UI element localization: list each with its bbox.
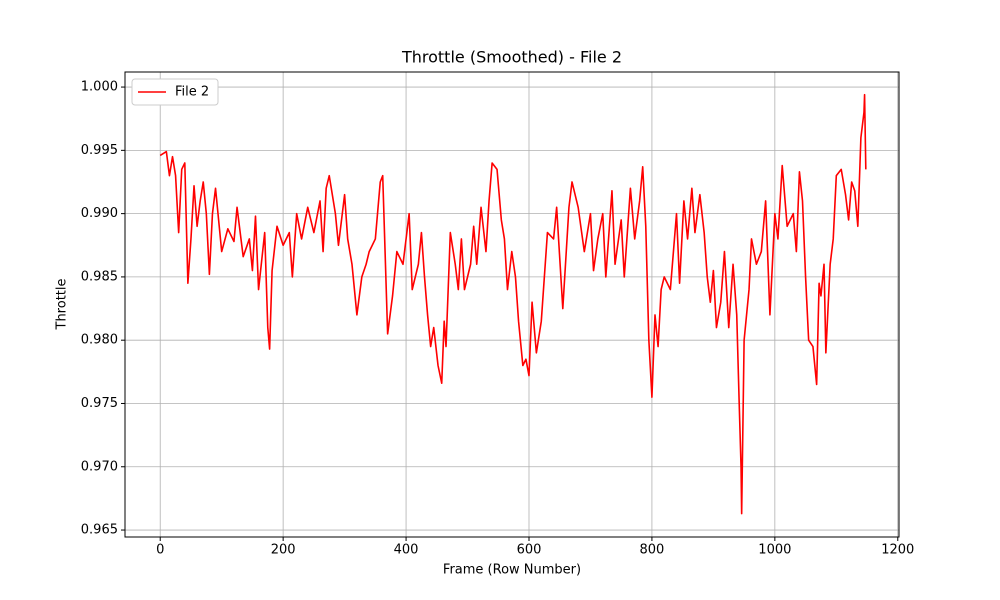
x-tick-label: 0: [156, 543, 164, 558]
x-tick-label: 1200: [881, 543, 914, 558]
x-axis-label: Frame (Row Number): [443, 563, 581, 578]
legend-box: [131, 78, 219, 106]
x-tick-label: 400: [394, 543, 419, 558]
y-tick-label: 0.975: [81, 396, 118, 411]
data-line: [159, 93, 867, 515]
chart-title: Throttle (Smoothed) - File 2: [401, 48, 622, 67]
plot-frame: [124, 71, 900, 538]
y-tick-label: 0.985: [81, 269, 118, 284]
y-tick-label: 0.965: [81, 523, 118, 538]
x-tick-label: 800: [640, 543, 665, 558]
y-tick-label: 0.990: [81, 206, 118, 221]
y-tick-label: 0.980: [81, 333, 118, 348]
x-tick-label: 1000: [758, 543, 791, 558]
x-tick-label: 200: [271, 543, 296, 558]
legend-label: File 2: [175, 85, 209, 100]
y-axis-label: Throttle: [55, 279, 70, 331]
y-tick-label: 1.000: [81, 80, 118, 95]
x-tick-label: 600: [517, 543, 542, 558]
y-tick-label: 0.970: [81, 459, 118, 474]
y-tick-label: 0.995: [81, 143, 118, 158]
